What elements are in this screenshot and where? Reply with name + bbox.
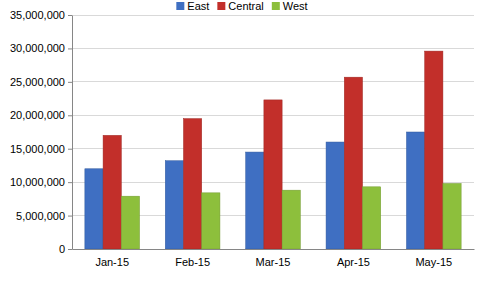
- tick: 5,000,000: [16, 210, 72, 222]
- bar: [85, 169, 103, 249]
- tick: 15,000,000: [10, 143, 72, 155]
- grid-line: [72, 81, 474, 82]
- tick-label: 20,000,000: [10, 109, 65, 121]
- bar: [344, 77, 362, 249]
- legend-item: West: [272, 0, 308, 12]
- tick-label: 0: [59, 243, 65, 255]
- bar: [326, 142, 344, 249]
- tick-label: 25,000,000: [10, 76, 65, 88]
- bar: [165, 161, 183, 249]
- legend-label: West: [283, 0, 308, 12]
- tick-mark: [68, 216, 72, 217]
- axis-line: [72, 16, 73, 250]
- bar: [425, 51, 443, 249]
- tick-label: Mar-15: [256, 256, 291, 268]
- legend: East Central West: [176, 0, 307, 12]
- legend-swatch: [272, 2, 280, 10]
- tick-label: Apr-15: [337, 256, 370, 268]
- tick-label: 5,000,000: [16, 210, 65, 222]
- bar: [183, 119, 201, 249]
- axis-line: [73, 249, 475, 250]
- series: [121, 183, 461, 249]
- tick: May-15: [415, 249, 452, 268]
- legend-item: Central: [217, 0, 263, 12]
- bar: [121, 196, 139, 249]
- y-axis: 0 5,000,000 10,000,000 15,000,000 20,000,000…: [10, 9, 73, 255]
- bar: [363, 187, 381, 249]
- tick: 10,000,000: [10, 176, 72, 188]
- tick-label: 30,000,000: [10, 42, 65, 54]
- tick-label: Feb-15: [175, 256, 210, 268]
- tick-mark: [68, 15, 72, 16]
- legend-label: East: [187, 0, 209, 12]
- tick: 25,000,000: [10, 76, 72, 88]
- grid: [72, 15, 474, 249]
- tick-label: Jan-15: [95, 256, 129, 268]
- bar: [264, 100, 282, 249]
- bar: [406, 132, 424, 249]
- legend-swatch: [176, 2, 184, 10]
- tick-mark: [68, 249, 72, 250]
- tick: 30,000,000: [10, 42, 72, 54]
- tick: 0: [59, 243, 72, 255]
- bars: [85, 51, 461, 249]
- tick-mark: [68, 48, 72, 49]
- grid-line: [72, 15, 474, 16]
- tick: Apr-15: [337, 249, 370, 268]
- tick-label: 10,000,000: [10, 176, 65, 188]
- bar: [103, 135, 121, 249]
- tick-mark: [68, 115, 72, 116]
- tick-mark: [68, 82, 72, 83]
- tick-label: May-15: [415, 256, 452, 268]
- tick-mark: [68, 149, 72, 150]
- x-axis: Jan-15 Feb-15 Mar-15 Apr-15 May-15: [73, 249, 475, 268]
- tick: Mar-15: [256, 249, 291, 268]
- tick: Jan-15: [95, 249, 129, 268]
- tick-mark: [68, 182, 72, 183]
- tick: 20,000,000: [10, 109, 72, 121]
- tick: Feb-15: [175, 249, 210, 268]
- tick-label: 15,000,000: [10, 143, 65, 155]
- legend-item: East: [176, 0, 209, 12]
- grid-line: [72, 48, 474, 49]
- plot: 0 5,000,000 10,000,000 15,000,000 20,000,000…: [10, 9, 475, 268]
- legend-label: Central: [228, 0, 263, 12]
- bar: [282, 190, 300, 249]
- bar: [246, 152, 264, 249]
- series: [85, 132, 425, 249]
- tick: 35,000,000: [10, 9, 72, 21]
- bar: [202, 193, 220, 249]
- legend-swatch: [217, 2, 225, 10]
- bar: [443, 183, 461, 249]
- tick-label: 35,000,000: [10, 9, 65, 21]
- series: [103, 51, 443, 249]
- chart: 0 5,000,000 10,000,000 15,000,000 20,000,000…: [0, 0, 484, 282]
